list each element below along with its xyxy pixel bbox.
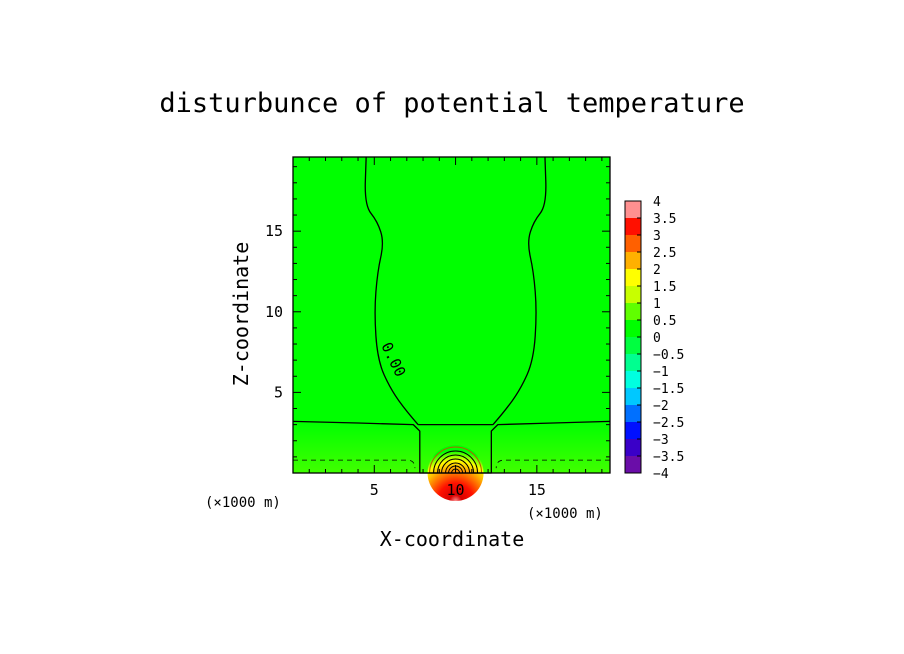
colorbar-label: 0.5 — [653, 314, 676, 329]
colorbar-label: 0 — [653, 331, 661, 346]
colorbar-swatch — [625, 388, 641, 405]
x-axis-label: X-coordinate — [380, 527, 525, 551]
x-tick-label: 5 — [370, 481, 379, 499]
anomaly-contour — [441, 458, 471, 474]
colorbar-label: −3 — [653, 433, 669, 448]
colorbar-swatch — [625, 320, 641, 337]
colorbar-swatch — [625, 439, 641, 456]
colorbar-swatch — [625, 235, 641, 252]
field-background — [293, 157, 610, 473]
colorbar-swatch — [625, 286, 641, 303]
colorbar-swatch — [625, 422, 641, 439]
plot-frame — [292, 156, 611, 474]
colorbar-swatch — [625, 303, 641, 320]
colorbar-swatch — [625, 337, 641, 354]
colorbar-swatch — [625, 371, 641, 388]
colorbar-swatch — [625, 218, 641, 235]
colorbar: 4 3.5 3 2.5 2 1.5 1 0.5 0 −0.5 −1 −1.5 −2 −2.5 −3 −3.5 −… — [624, 195, 684, 482]
colorbar-label: −1.5 — [653, 382, 684, 397]
colorbar-label: −2 — [653, 399, 669, 414]
z-tick-label: 10 — [265, 303, 283, 321]
colorbar-swatch — [625, 269, 641, 286]
anomaly-contour — [445, 462, 467, 474]
chart-title: disturbunce of potential temperature — [159, 88, 744, 119]
colorbar-label: 3 — [653, 229, 661, 244]
colorbar-label: 1 — [653, 297, 661, 312]
colorbar-swatch-top — [625, 201, 641, 218]
colorbar-label: 2.5 — [653, 246, 676, 261]
x-unit-label: (×1000 m) — [527, 506, 603, 522]
colorbar-label: 1.5 — [653, 280, 676, 295]
colorbar-label: 2 — [653, 263, 661, 278]
x-tick-label: 10 — [447, 481, 465, 499]
colorbar-label: −4 — [653, 467, 669, 482]
colorbar-label: −1 — [653, 365, 669, 380]
zero-contour-plume-left — [364, 156, 419, 426]
contour-label-bg — [377, 340, 409, 379]
anomaly-contour — [429, 446, 483, 474]
z-tick-label: 5 — [274, 383, 283, 401]
anomaly-contour — [437, 454, 475, 474]
colorbar-label: 4 — [653, 195, 661, 210]
negative-contour-right — [495, 459, 610, 469]
colorbar-label: −2.5 — [653, 416, 684, 431]
colorbar-label: −0.5 — [653, 348, 684, 363]
colorbar-swatch — [625, 354, 641, 371]
z-unit-label: (×1000 m) — [205, 495, 281, 511]
negative-contour-left — [293, 459, 416, 469]
x-tick-label: 15 — [528, 481, 546, 499]
colorbar-swatch — [625, 456, 641, 473]
colorbar-label: 3.5 — [653, 212, 676, 227]
colorbar-label: −3.5 — [653, 450, 684, 465]
z-tick-label: 15 — [265, 222, 283, 240]
colorbar-swatch — [625, 405, 641, 422]
colorbar-swatch — [625, 252, 641, 269]
anomaly-contour — [433, 450, 479, 474]
zero-contour-plume-right — [492, 156, 547, 426]
z-axis-label: Z-coordinate — [229, 242, 253, 387]
